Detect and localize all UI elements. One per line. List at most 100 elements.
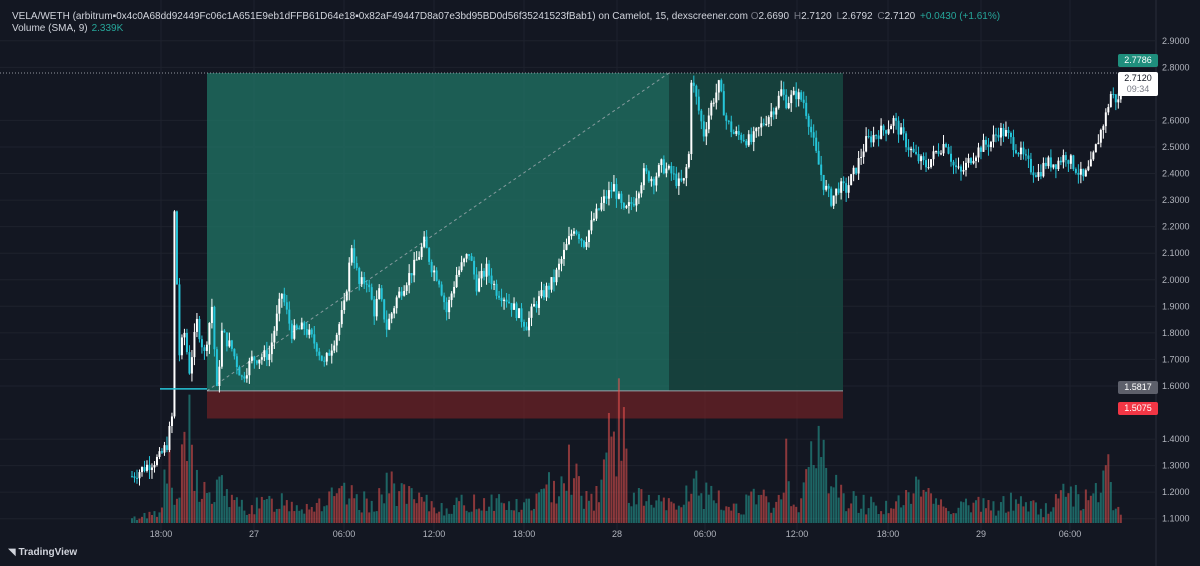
volume-bar [925, 491, 928, 523]
volume-bar [727, 506, 730, 523]
volume-bar [348, 498, 351, 523]
candle [1054, 164, 1057, 179]
candle [1082, 168, 1085, 181]
volume-bar [755, 504, 758, 523]
high-label: H [793, 11, 802, 22]
volume-bar [982, 498, 985, 523]
volume-bar [992, 501, 995, 523]
volume-bar [213, 502, 216, 523]
volume-bar [158, 512, 161, 523]
long-target-zone[interactable] [207, 73, 669, 391]
volume-bar [680, 507, 683, 523]
candle [240, 374, 243, 381]
volume-bar [400, 483, 403, 523]
candle [747, 130, 750, 147]
candle [760, 116, 763, 136]
candle [275, 305, 278, 336]
candle [860, 148, 863, 165]
volume-bar [955, 513, 958, 523]
candle [183, 328, 186, 346]
volume-bar [605, 452, 608, 523]
volume-bar [1099, 492, 1102, 523]
candle [852, 165, 855, 182]
volume-bar [1097, 502, 1100, 523]
volume-bar [972, 502, 975, 523]
volume-bar [403, 484, 406, 523]
candle [947, 143, 950, 155]
volume-bar [423, 501, 426, 523]
candle [1032, 165, 1035, 183]
target-price-tag: 2.7786 [1118, 54, 1158, 67]
candle [315, 341, 318, 357]
candle [260, 353, 263, 365]
candle [752, 126, 755, 152]
candle [992, 125, 995, 148]
candle [335, 332, 338, 353]
long-stop-zone[interactable] [207, 390, 843, 419]
volume-bar [662, 497, 665, 523]
volume-bar [695, 470, 698, 523]
time-tick-label: 29 [976, 529, 986, 539]
candle [155, 454, 158, 467]
candle [245, 368, 248, 383]
long-target-zone-extension [669, 73, 843, 391]
volume-bar [465, 510, 468, 523]
candle [455, 266, 458, 288]
low-value: 2.6792 [842, 11, 873, 22]
volume-bar [760, 494, 763, 523]
volume-bar [195, 469, 198, 523]
candle [630, 197, 633, 211]
candle [230, 339, 233, 352]
volume-bar [997, 510, 1000, 523]
volume-bar [131, 518, 133, 523]
candle [682, 177, 685, 184]
volume-bar [1084, 489, 1087, 523]
volume-bar [320, 511, 323, 523]
candle [622, 202, 625, 210]
candle [175, 210, 178, 285]
candle [587, 229, 590, 248]
volume-bar [1072, 506, 1075, 523]
candle [445, 297, 448, 321]
candle [470, 253, 473, 262]
volume-bar [245, 514, 248, 523]
candle [857, 150, 860, 180]
volume-bar [897, 495, 900, 523]
candle [837, 182, 840, 195]
candle [1037, 163, 1040, 181]
candle [1047, 155, 1050, 169]
candle [762, 118, 765, 127]
candle [163, 441, 166, 456]
candle [283, 287, 286, 306]
volume-bar [1024, 502, 1027, 523]
volume-bar [275, 508, 278, 523]
candle [188, 345, 191, 375]
volume-bar [280, 493, 283, 523]
candle [1072, 154, 1075, 171]
volume-bar [597, 502, 600, 523]
volume-bar [882, 514, 885, 523]
candle [702, 114, 705, 142]
candle [1067, 159, 1070, 172]
volume-bar [508, 501, 511, 523]
candle [190, 350, 193, 382]
candle [845, 177, 848, 202]
tradingview-logo[interactable]: ◥ TradingView [8, 547, 77, 558]
volume-bar [445, 508, 448, 523]
candle [1059, 156, 1062, 166]
time-tick-label: 18:00 [877, 529, 900, 539]
candle [480, 263, 483, 288]
candle [920, 154, 923, 170]
volume-bar [425, 494, 428, 523]
volume-bar [795, 506, 798, 523]
volume-bar [805, 469, 808, 523]
candle [690, 79, 693, 160]
volume-bar [180, 444, 183, 523]
volume-bar [360, 512, 363, 523]
candle [872, 126, 875, 147]
volume-bar [305, 503, 308, 523]
volume-bar [845, 511, 848, 523]
volume-bar [1029, 501, 1032, 523]
volume-bar [875, 505, 878, 523]
